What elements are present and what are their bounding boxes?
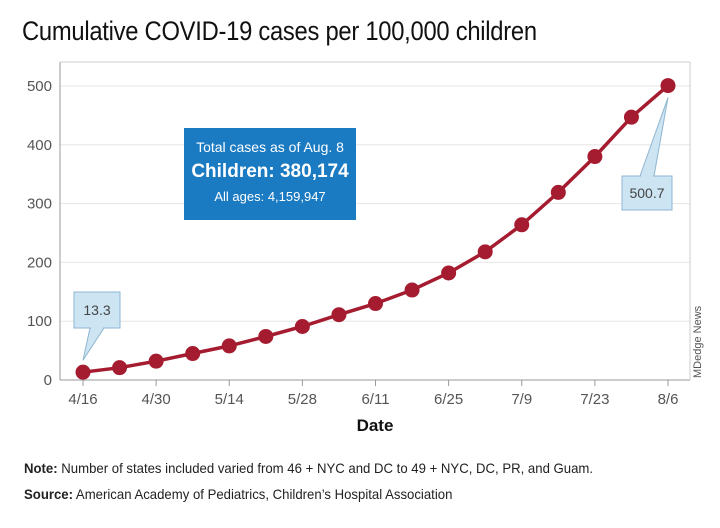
x-tick-label: 6/25	[434, 391, 463, 408]
source-text: American Academy of Pediatrics, Children…	[72, 486, 453, 502]
data-point	[148, 353, 164, 369]
totals-line-2: Children: 380,174	[191, 161, 349, 182]
callout-last-value-text: 500.7	[629, 185, 664, 201]
data-point	[550, 184, 566, 200]
data-point	[75, 364, 91, 380]
totals-line-3: All ages: 4,159,947	[214, 189, 326, 204]
x-tick-label: 5/14	[215, 391, 244, 408]
data-points	[75, 78, 676, 380]
y-axis-ticks: 0 100 200 300 400 500	[27, 78, 52, 389]
y-tick-label: 0	[44, 372, 52, 389]
data-point	[514, 217, 530, 233]
series-line	[82, 84, 670, 374]
data-point	[221, 338, 237, 354]
x-tick-label: 4/30	[142, 391, 171, 408]
x-axis-ticks: 4/16 4/30 5/14 5/28 6/11 6/25 7/9 7/23 8/6	[68, 380, 678, 408]
data-point	[404, 282, 420, 298]
callout-first-value-text: 13.3	[83, 302, 110, 318]
note-label: Note:	[24, 460, 58, 476]
x-tick-label: 7/23	[580, 391, 609, 408]
note: Note: Number of states included varied f…	[24, 460, 593, 476]
totals-line-1: Total cases as of Aug. 8	[196, 139, 344, 155]
chart-title: Cumulative COVID-19 cases per 100,000 ch…	[22, 16, 537, 46]
data-point	[185, 346, 201, 362]
data-point	[623, 109, 639, 125]
data-point	[112, 360, 128, 376]
y-tick-label: 400	[27, 137, 52, 154]
x-tick-label: 7/9	[511, 391, 532, 408]
source: Source: American Academy of Pediatrics, …	[24, 486, 452, 502]
data-point	[258, 328, 274, 344]
data-point	[477, 244, 493, 260]
y-tick-label: 300	[27, 196, 52, 213]
source-label: Source:	[24, 486, 73, 502]
y-tick-label: 100	[27, 313, 52, 330]
gridlines	[60, 85, 690, 322]
x-tick-label: 6/11	[361, 391, 389, 408]
x-tick-label: 5/28	[288, 391, 317, 408]
data-point	[441, 265, 457, 281]
note-text: Number of states included varied from 46…	[57, 460, 594, 476]
x-tick-label: 4/16	[68, 391, 97, 408]
data-point	[368, 296, 383, 312]
credit-label: MDedge News	[692, 305, 704, 378]
callout-last-value: 500.7	[621, 97, 673, 211]
y-tick-label: 500	[27, 78, 52, 95]
data-point	[294, 318, 310, 334]
y-tick-label: 200	[27, 254, 52, 271]
data-point	[587, 149, 603, 165]
axes	[59, 61, 691, 381]
x-axis-label: Date	[357, 416, 394, 435]
totals-box: Total cases as of Aug. 8 Children: 380,1…	[184, 128, 356, 220]
value-callouts: 13.3 500.7	[73, 97, 673, 361]
x-tick-label: 8/6	[658, 391, 679, 408]
data-point	[660, 78, 676, 94]
data-point	[331, 307, 347, 323]
callout-first-value: 13.3	[73, 291, 121, 361]
